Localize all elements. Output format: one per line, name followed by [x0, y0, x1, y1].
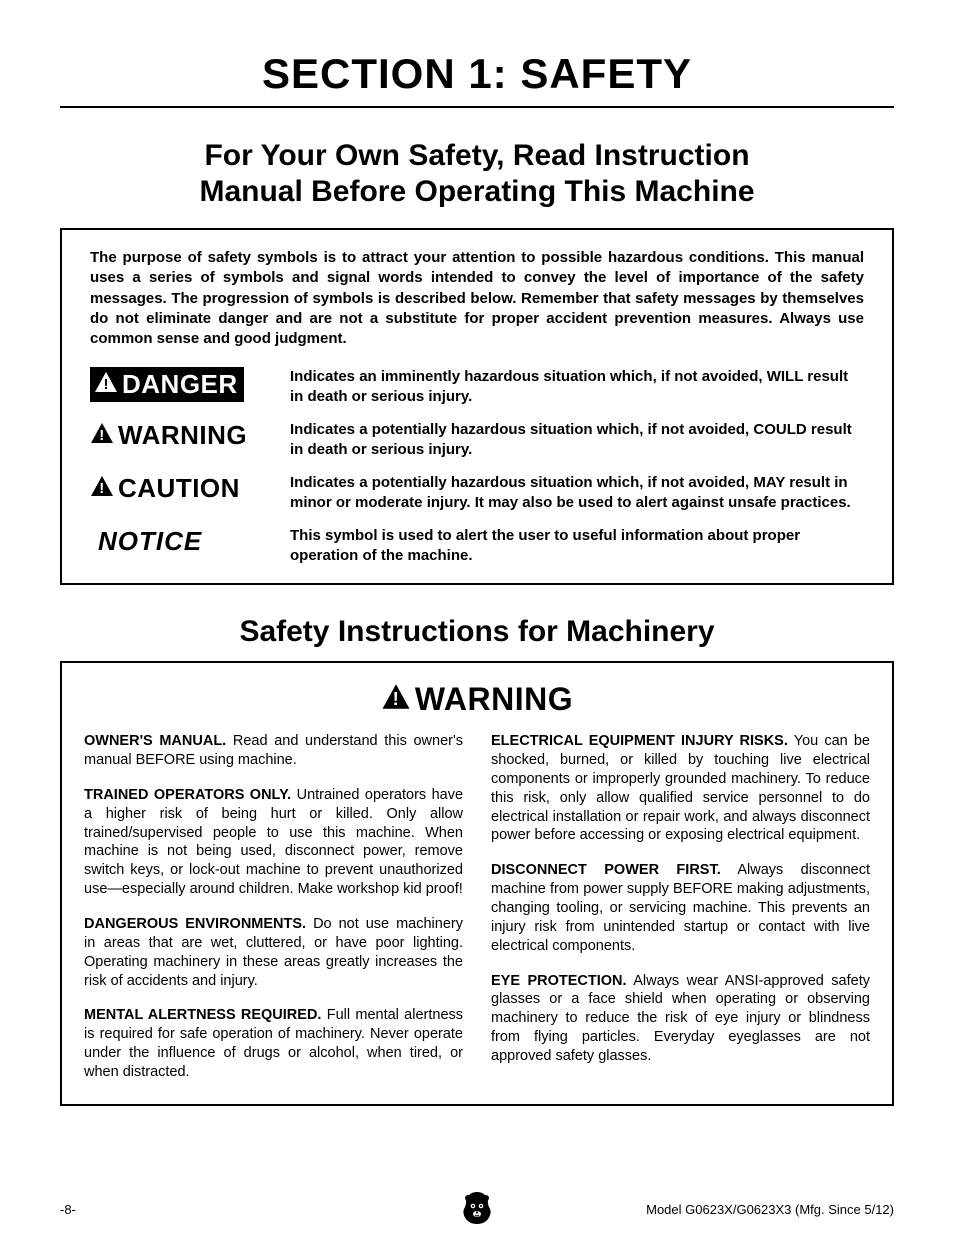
para-lead: DANGEROUS ENVIRONMENTS. [84, 916, 306, 932]
danger-word: DANGER [122, 369, 238, 400]
model-line: Model G0623X/G0623X3 (Mfg. Since 5/12) [646, 1202, 894, 1217]
alert-triangle-icon: ! [381, 681, 411, 718]
notice-word: NOTICE [90, 526, 202, 557]
para-lead: MENTAL ALERTNESS REQUIRED. [84, 1007, 321, 1023]
instructions-box: ! WARNING OWNER'S MANUAL. Read and under… [60, 661, 894, 1106]
instruction-para: EYE PROTECTION. Always wear ANSI-approve… [491, 972, 870, 1066]
para-body: You can be shocked, burned, or killed by… [491, 733, 870, 843]
notice-description: This symbol is used to alert the user to… [290, 526, 864, 565]
warning-header: ! WARNING [84, 681, 870, 718]
horizontal-rule [60, 106, 894, 108]
subheading-line-1: For Your Own Safety, Read Instruction [204, 139, 749, 172]
intro-paragraph: The purpose of safety symbols is to attr… [90, 248, 864, 349]
instruction-para: DISCONNECT POWER FIRST. Always disconnec… [491, 861, 870, 955]
para-lead: OWNER'S MANUAL. [84, 733, 226, 749]
signal-row-notice: NOTICE This symbol is used to alert the … [90, 526, 864, 565]
svg-text:!: ! [393, 688, 400, 709]
caution-word: CAUTION [118, 473, 240, 504]
para-lead: ELECTRICAL EQUIPMENT INJURY RISKS. [491, 733, 788, 749]
warning-label: ! WARNING [90, 420, 290, 451]
svg-text:!: ! [99, 427, 105, 444]
warning-word: WARNING [118, 420, 247, 451]
subheading-line-2: Manual Before Operating This Machine [199, 175, 754, 208]
footer-logo-icon [460, 1190, 494, 1229]
danger-label: ! DANGER [90, 367, 290, 402]
warning-description: Indicates a potentially hazardous situat… [290, 420, 864, 459]
instruction-para: TRAINED OPERATORS ONLY. Untrained operat… [84, 786, 463, 899]
section-title: SECTION 1: SAFETY [60, 50, 894, 98]
left-column: OWNER'S MANUAL. Read and understand this… [84, 732, 463, 1082]
danger-description: Indicates an imminently hazardous situat… [290, 367, 864, 406]
instruction-columns: OWNER'S MANUAL. Read and understand this… [84, 732, 870, 1082]
signal-row-danger: ! DANGER Indicates an imminently hazardo… [90, 367, 864, 406]
alert-triangle-icon: ! [90, 473, 114, 504]
para-body: Untrained operators have a higher risk o… [84, 787, 463, 897]
svg-text:!: ! [99, 480, 105, 497]
instruction-para: MENTAL ALERTNESS REQUIRED. Full mental a… [84, 1006, 463, 1081]
signal-definitions-box: The purpose of safety symbols is to attr… [60, 228, 894, 585]
warning-header-word: WARNING [415, 681, 573, 718]
caution-description: Indicates a potentially hazardous situat… [290, 473, 864, 512]
notice-label: NOTICE [90, 526, 290, 557]
page-number: -8- [60, 1202, 76, 1217]
para-lead: DISCONNECT POWER FIRST. [491, 862, 721, 878]
signal-row-warning: ! WARNING Indicates a potentially hazard… [90, 420, 864, 459]
alert-triangle-icon: ! [90, 420, 114, 451]
caution-label: ! CAUTION [90, 473, 290, 504]
para-lead: EYE PROTECTION. [491, 973, 627, 989]
alert-triangle-icon: ! [94, 371, 118, 398]
instruction-para: OWNER'S MANUAL. Read and understand this… [84, 732, 463, 770]
signal-row-caution: ! CAUTION Indicates a potentially hazard… [90, 473, 864, 512]
right-column: ELECTRICAL EQUIPMENT INJURY RISKS. You c… [491, 732, 870, 1082]
instructions-subheading: Safety Instructions for Machinery [60, 615, 894, 649]
safety-subheading: For Your Own Safety, Read Instruction Ma… [60, 138, 894, 210]
instruction-para: DANGEROUS ENVIRONMENTS. Do not use machi… [84, 915, 463, 990]
para-lead: TRAINED OPERATORS ONLY. [84, 787, 291, 803]
page-footer: -8- Model G0623X/G0623X3 (Mfg. Since 5/1… [60, 1202, 894, 1217]
svg-text:!: ! [104, 376, 109, 393]
page: SECTION 1: SAFETY For Your Own Safety, R… [0, 0, 954, 1235]
instruction-para: ELECTRICAL EQUIPMENT INJURY RISKS. You c… [491, 732, 870, 845]
